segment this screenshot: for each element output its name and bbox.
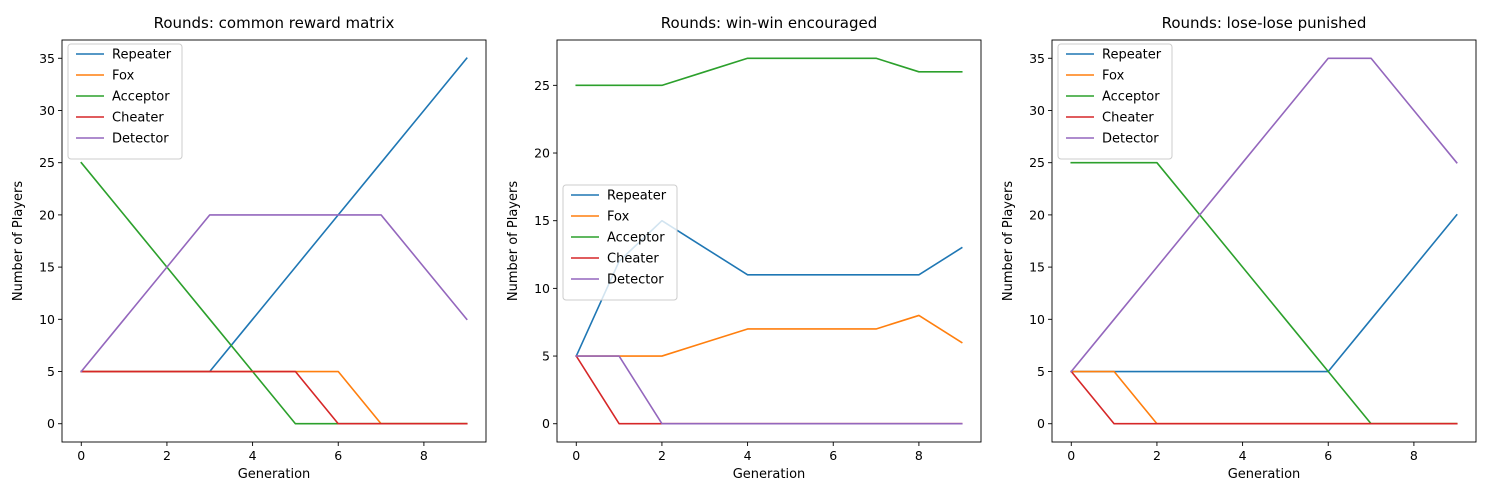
y-tick-label: 10: [39, 312, 55, 327]
x-axis-label: Generation: [238, 467, 311, 482]
series-line-fox: [575, 314, 963, 357]
y-tick-label: 30: [1029, 103, 1045, 118]
legend-label-fox: Fox: [112, 69, 135, 84]
legend: Repeater Fox Acceptor Cheater Detector: [562, 184, 678, 301]
y-tick-label: 15: [39, 260, 55, 275]
y-axis-label: Number of Players: [11, 181, 26, 301]
x-tick-label: 4: [249, 448, 257, 463]
series-line-cheater: [1070, 370, 1458, 425]
legend-label-cheater: Cheater: [607, 252, 659, 267]
x-tick-label: 0: [572, 448, 580, 463]
legend-label-repeater: Repeater: [607, 189, 667, 204]
chart-title: Rounds: common reward matrix: [154, 14, 395, 32]
legend: Repeater Fox Acceptor Cheater Detector: [67, 43, 183, 160]
y-tick-label: 10: [534, 281, 550, 296]
x-tick-label: 4: [1239, 448, 1247, 463]
y-tick-label: 25: [39, 155, 55, 170]
x-tick-label: 8: [420, 448, 428, 463]
x-tick-label: 6: [1324, 448, 1332, 463]
y-tick-label: 0: [1037, 416, 1045, 431]
y-tick-label: 25: [534, 78, 550, 93]
y-tick-label: 35: [39, 51, 55, 66]
chart-panel-2: Rounds: win-win encouraged 0 2 4 6 8 0 5 10 15 20 2…: [506, 14, 982, 482]
x-tick-label: 0: [1067, 448, 1075, 463]
y-tick-label: 20: [39, 207, 55, 222]
x-tick-label: 2: [163, 448, 171, 463]
legend-box: [562, 184, 678, 301]
series-line-fox: [1070, 370, 1458, 425]
y-tick-label: 35: [1029, 51, 1045, 66]
legend-box: [1057, 43, 1173, 160]
legend-label-repeater: Repeater: [1102, 48, 1162, 63]
y-tick-label: 0: [542, 416, 550, 431]
y-axis-label: Number of Players: [506, 181, 521, 301]
series-line-detector: [575, 355, 963, 425]
legend: Repeater Fox Acceptor Cheater Detector: [1057, 43, 1173, 160]
series-line-detector: [1070, 57, 1458, 373]
y-tick-label: 15: [534, 213, 550, 228]
chart-panel-3: Rounds: lose-lose punished 0 2 4 6 8 0 5 10 15 20 2…: [1001, 14, 1477, 482]
y-axis-label: Number of Players: [1001, 181, 1016, 301]
x-axis-label: Generation: [733, 467, 806, 482]
chart-title: Rounds: win-win encouraged: [661, 14, 877, 32]
series-line-cheater: [575, 354, 963, 425]
y-tick-label: 10: [1029, 312, 1045, 327]
y-tick-label: 15: [1029, 260, 1045, 275]
legend-label-fox: Fox: [1102, 69, 1125, 84]
legend-label-detector: Detector: [1102, 132, 1159, 147]
axes-frame: [1051, 39, 1477, 443]
axes-frame: [556, 39, 982, 443]
legend-label-detector: Detector: [112, 132, 169, 147]
series-line-detector: [80, 214, 468, 373]
series-line-acceptor: [575, 57, 963, 87]
x-tick-label: 6: [334, 448, 342, 463]
series-line-repeater: [1070, 213, 1458, 373]
legend-label-cheater: Cheater: [1102, 111, 1154, 126]
x-tick-label: 8: [1410, 448, 1418, 463]
x-axis-label: Generation: [1228, 467, 1301, 482]
x-tick-label: 6: [829, 448, 837, 463]
chart-title: Rounds: lose-lose punished: [1162, 14, 1367, 32]
legend-box: [67, 43, 183, 160]
series-line-cheater: [80, 370, 468, 425]
x-tick-label: 2: [658, 448, 666, 463]
y-tick-label: 5: [47, 364, 55, 379]
legend-label-acceptor: Acceptor: [1102, 90, 1160, 105]
axes-frame: [61, 39, 487, 443]
chart-panel-1: Rounds: common reward matrix 0 2 4 6 8 0 5 10 15 2…: [11, 14, 487, 482]
legend-label-fox: Fox: [607, 210, 630, 225]
y-tick-label: 0: [47, 416, 55, 431]
legend-label-cheater: Cheater: [112, 111, 164, 126]
x-tick-label: 4: [744, 448, 752, 463]
y-tick-label: 20: [534, 146, 550, 161]
y-tick-label: 30: [39, 103, 55, 118]
x-tick-label: 0: [77, 448, 85, 463]
series-line-acceptor: [1070, 161, 1458, 425]
x-tick-label: 8: [915, 448, 923, 463]
x-tick-label: 2: [1153, 448, 1161, 463]
y-tick-label: 20: [1029, 207, 1045, 222]
legend-label-detector: Detector: [607, 273, 664, 288]
y-tick-label: 25: [1029, 155, 1045, 170]
y-tick-label: 5: [1037, 364, 1045, 379]
y-tick-label: 5: [542, 349, 550, 364]
legend-label-repeater: Repeater: [112, 48, 172, 63]
legend-label-acceptor: Acceptor: [112, 90, 170, 105]
legend-label-acceptor: Acceptor: [607, 231, 665, 246]
